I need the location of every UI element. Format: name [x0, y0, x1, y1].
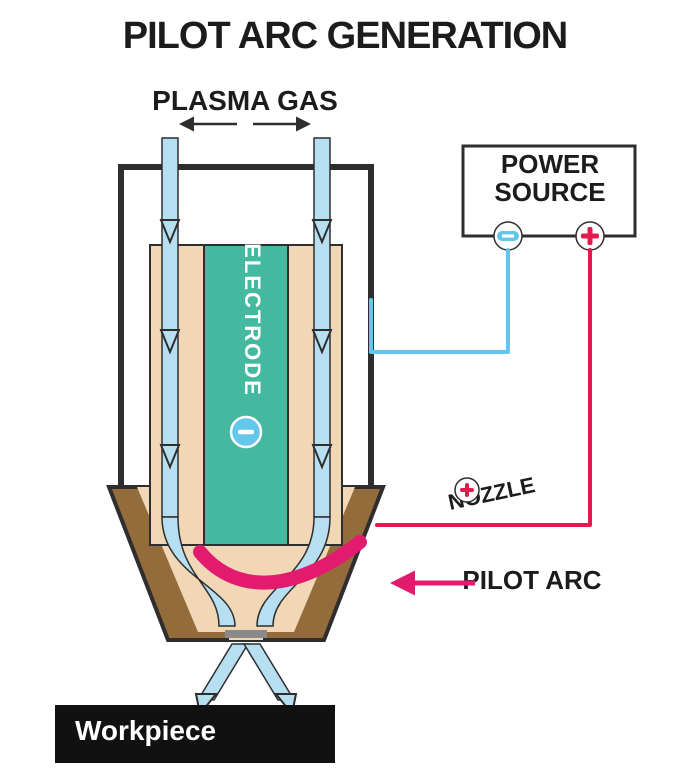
electrode-label: ELECTRODE	[240, 243, 265, 397]
title: PILOT ARC GENERATION	[123, 15, 567, 57]
minus-slit	[502, 234, 514, 237]
nozzle-orifice-plate	[225, 630, 267, 638]
gas-exit-jet	[244, 644, 294, 700]
neg-wire	[371, 250, 508, 352]
plasma-gas-label: PLASMA GAS	[152, 85, 338, 116]
plus-icon	[588, 227, 593, 245]
workpiece-label: Workpiece	[75, 715, 216, 746]
gas-exit-jet	[198, 644, 248, 700]
minus-icon	[238, 430, 254, 434]
plus-icon	[465, 483, 469, 497]
power-source-label-2: SOURCE	[494, 177, 605, 207]
power-source-label-1: POWER	[501, 149, 599, 179]
pilot-arc-label: PILOT ARC	[462, 565, 601, 595]
